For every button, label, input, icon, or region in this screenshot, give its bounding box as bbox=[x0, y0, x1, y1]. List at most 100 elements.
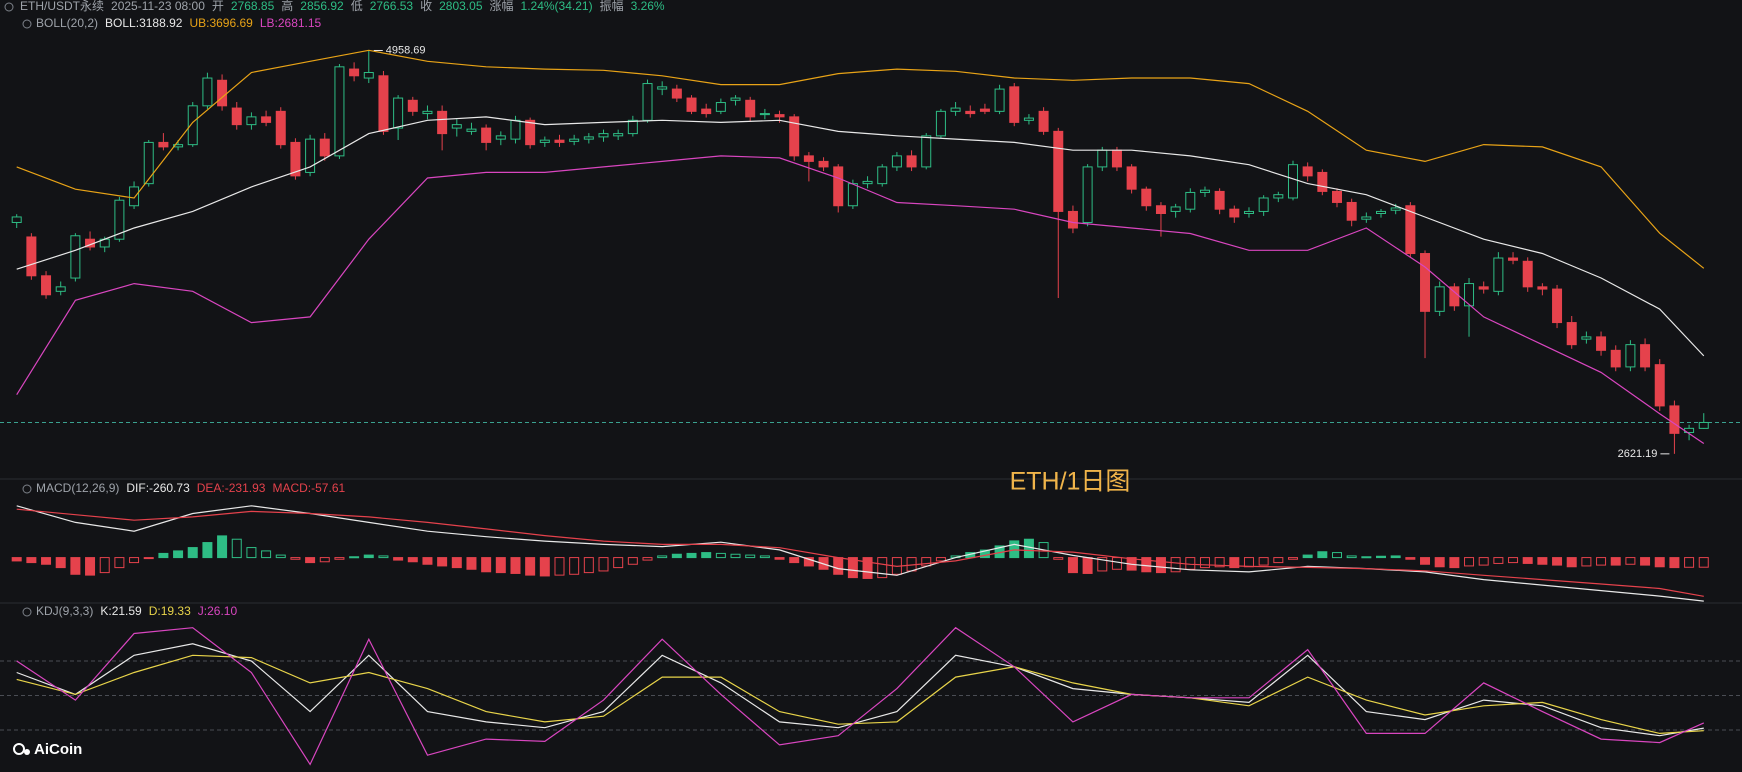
macd-bar bbox=[158, 552, 169, 559]
candle-body bbox=[1287, 164, 1298, 199]
candle-body bbox=[1273, 194, 1284, 199]
candle-body bbox=[1698, 421, 1709, 429]
legend-text: DIF:-260.73 bbox=[126, 481, 190, 495]
indicator-icon bbox=[22, 19, 32, 29]
candle-body bbox=[1654, 364, 1665, 407]
candle-body bbox=[334, 66, 345, 157]
legend-text: KDJ(9,3,3) bbox=[36, 604, 93, 618]
candle-body bbox=[510, 119, 521, 140]
macd-bar bbox=[1684, 557, 1695, 568]
macd-bar bbox=[1478, 557, 1489, 566]
macd-bar bbox=[1111, 557, 1122, 570]
candle-body bbox=[598, 133, 609, 138]
macd-bar bbox=[246, 547, 257, 559]
candle-body bbox=[305, 138, 316, 173]
indicator-line bbox=[16, 643, 1704, 737]
candle-body bbox=[1625, 344, 1636, 368]
candle-body bbox=[422, 110, 433, 115]
macd-bar bbox=[173, 550, 184, 559]
candle-body bbox=[1346, 201, 1357, 221]
indicator-line bbox=[16, 155, 1705, 444]
candle-body bbox=[1317, 171, 1328, 192]
legend-text: BOLL:3188.92 bbox=[105, 16, 183, 30]
macd-bar bbox=[935, 557, 946, 562]
high-label: 4958.69 bbox=[386, 44, 426, 56]
candle-body bbox=[847, 183, 858, 207]
legend-text: ETH/USDT永续 bbox=[20, 0, 104, 13]
indicator-line bbox=[16, 505, 1704, 602]
macd-bar bbox=[85, 557, 96, 576]
macd-bar bbox=[99, 557, 110, 574]
macd-bar bbox=[275, 554, 286, 559]
macd-bar bbox=[627, 557, 638, 565]
macd-bar bbox=[466, 557, 477, 570]
macd-bar bbox=[495, 557, 506, 574]
candle-body bbox=[246, 116, 257, 126]
candle-body bbox=[1376, 210, 1387, 215]
macd-bar bbox=[55, 557, 66, 569]
candle-body bbox=[1009, 86, 1020, 123]
macd-bar bbox=[1493, 557, 1504, 564]
macd-bar bbox=[422, 557, 433, 565]
macd-bar bbox=[1023, 538, 1034, 559]
candle-body bbox=[1596, 336, 1607, 351]
macd-bar bbox=[1243, 557, 1254, 568]
macd-bar bbox=[686, 552, 697, 559]
macd-bar bbox=[363, 554, 374, 559]
macd-bar bbox=[290, 557, 301, 560]
candle-body bbox=[906, 155, 917, 168]
legend-text: LB:2681.15 bbox=[260, 16, 322, 30]
candle-body bbox=[451, 124, 462, 129]
legend-text: 开 bbox=[212, 0, 224, 13]
legend-text: 涨幅 bbox=[490, 0, 514, 13]
candle-body bbox=[290, 141, 301, 177]
legend-text: UB:3696.69 bbox=[189, 16, 253, 30]
candle-body bbox=[1640, 344, 1651, 368]
candle-body bbox=[994, 88, 1005, 112]
candle-body bbox=[1053, 130, 1064, 212]
candle-body bbox=[114, 199, 125, 240]
candle-body bbox=[979, 108, 990, 112]
macd-bar bbox=[1508, 557, 1519, 564]
candle-body bbox=[935, 110, 946, 137]
candle-body bbox=[539, 139, 550, 143]
macd-bar bbox=[510, 557, 521, 574]
candle-body bbox=[1508, 257, 1519, 261]
legend-text: D:19.33 bbox=[149, 604, 191, 618]
macd-bar bbox=[1361, 556, 1372, 559]
macd-bar bbox=[305, 557, 316, 564]
macd-bar bbox=[1170, 557, 1181, 573]
macd-bar bbox=[1434, 557, 1445, 568]
candle-body bbox=[217, 79, 228, 107]
candle-body bbox=[569, 138, 580, 142]
candle-body bbox=[1229, 208, 1240, 218]
legend-text: 低 bbox=[351, 0, 363, 13]
macd-bar bbox=[569, 557, 580, 575]
logo: AiCoin bbox=[13, 741, 82, 758]
macd-bar bbox=[642, 557, 653, 561]
candle-body bbox=[642, 83, 653, 121]
candle-body bbox=[818, 160, 829, 168]
candle-body bbox=[583, 136, 594, 140]
indicator-line bbox=[16, 49, 1705, 269]
macd-bar bbox=[598, 557, 609, 572]
candle-body bbox=[378, 75, 389, 132]
candle-body bbox=[613, 133, 624, 137]
macd-bar bbox=[114, 557, 125, 569]
candle-body bbox=[202, 77, 213, 107]
macd-bar bbox=[1390, 555, 1401, 559]
macd-bar bbox=[1287, 557, 1298, 560]
macd-bar bbox=[759, 555, 770, 559]
candle-body bbox=[833, 166, 844, 207]
candle-body bbox=[393, 97, 404, 129]
macd-bar bbox=[187, 547, 198, 559]
macd-bar bbox=[525, 557, 536, 576]
macd-bar bbox=[745, 554, 756, 559]
macd-bar bbox=[613, 557, 624, 569]
legend-text: 3.26% bbox=[631, 0, 665, 13]
legend-text: 1.24%(34.21) bbox=[521, 0, 593, 13]
logo-icon bbox=[24, 749, 30, 755]
candle-body bbox=[965, 110, 976, 115]
macd-bar bbox=[774, 557, 785, 560]
